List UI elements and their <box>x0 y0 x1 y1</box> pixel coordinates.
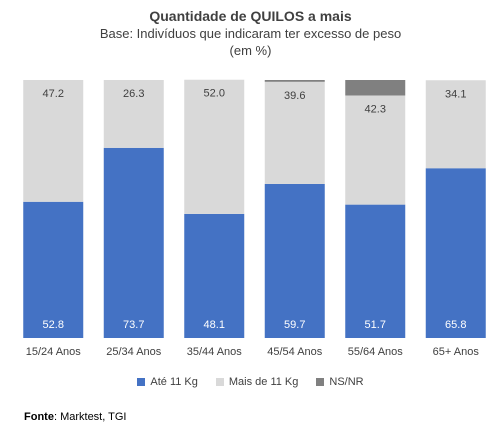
chart-legend: Até 11 Kg Mais de 11 Kg NS/NR <box>0 376 501 388</box>
x-tick-label-25-34-anos: 25/34 Anos <box>106 346 162 358</box>
bar-at-11-kg-45-54-anos <box>264 183 325 338</box>
data-label-at-11-kg-55-64-anos: 51.7 <box>365 319 386 331</box>
bar-at-11-kg-65-anos <box>425 168 486 338</box>
bar-mais-de-11-kg-15-24-anos <box>23 80 84 202</box>
data-label-mais-de-11-kg-45-54-anos: 39.6 <box>284 90 305 102</box>
legend-label-nsnr: NS/NR <box>329 376 364 388</box>
bar-ns-nr-55-64-anos <box>345 80 406 96</box>
bar-mais-de-11-kg-55-64-anos <box>345 95 406 205</box>
data-label-mais-de-11-kg-25-34-anos: 26.3 <box>123 88 144 100</box>
x-tick-label-15-24-anos: 15/24 Anos <box>26 346 82 358</box>
stacked-bar-chart: 52.8 47.2 15/24 Anos 73.7 26.3 25/34 Anos 48.1… <box>23 79 486 358</box>
source-note: Fonte: Marktest, TGI <box>24 411 126 423</box>
chart-title-block: Quantidade de QUILOS a mais Base: Indiví… <box>0 8 501 59</box>
data-label-at-11-kg-35-44-anos: 48.1 <box>204 319 225 331</box>
data-label-at-11-kg-65-anos: 65.8 <box>445 319 466 331</box>
data-label-mais-de-11-kg-35-44-anos: 52.0 <box>204 88 225 100</box>
data-label-at-11-kg-45-54-anos: 59.7 <box>284 319 305 331</box>
bar-mais-de-11-kg-65-anos <box>425 80 486 169</box>
legend-swatch-ate-11kg <box>137 378 146 386</box>
data-label-at-11-kg-25-34-anos: 73.7 <box>123 319 144 331</box>
bar-at-11-kg-25-34-anos <box>103 147 164 338</box>
x-tick-label-35-44-anos: 35/44 Anos <box>187 346 243 358</box>
x-tick-label-55-64-anos: 55/64 Anos <box>348 346 404 358</box>
bar-at-11-kg-55-64-anos <box>345 204 406 338</box>
bar-mais-de-11-kg-35-44-anos <box>184 79 245 214</box>
chart-title: Quantidade de QUILOS a mais <box>149 8 352 24</box>
legend-item-ate-11kg: Até 11 Kg <box>137 376 198 388</box>
source-label: Fonte <box>24 411 54 423</box>
bar-at-11-kg-15-24-anos <box>23 201 84 338</box>
legend-swatch-nsnr <box>316 378 325 386</box>
legend-item-mais-11kg: Mais de 11 Kg <box>215 376 299 388</box>
source-text: : Marktest, TGI <box>53 411 127 423</box>
legend-item-nsnr: NS/NR <box>316 376 364 388</box>
x-tick-label-45-54-anos: 45/54 Anos <box>267 346 323 358</box>
legend-label-ate-11kg: Até 11 Kg <box>150 376 198 388</box>
data-label-mais-de-11-kg-15-24-anos: 47.2 <box>43 88 64 100</box>
data-label-mais-de-11-kg-55-64-anos: 42.3 <box>365 103 386 115</box>
bar-mais-de-11-kg-45-54-anos <box>264 81 325 184</box>
chart-subtitle-line-2: (em %) <box>229 43 272 58</box>
x-tick-label-65-anos: 65+ Anos <box>433 346 480 358</box>
legend-swatch-mais-11kg <box>215 378 224 386</box>
chart-subtitle-line-1: Base: Indivíduos que indicaram ter exces… <box>99 26 402 41</box>
data-label-at-11-kg-15-24-anos: 52.8 <box>43 319 64 331</box>
bar-mais-de-11-kg-25-34-anos <box>103 80 164 148</box>
bar-ns-nr-45-54-anos <box>264 80 325 82</box>
data-label-mais-de-11-kg-65-anos: 34.1 <box>445 88 466 100</box>
legend-label-mais-11kg: Mais de 11 Kg <box>228 376 299 388</box>
bar-at-11-kg-35-44-anos <box>184 213 245 338</box>
